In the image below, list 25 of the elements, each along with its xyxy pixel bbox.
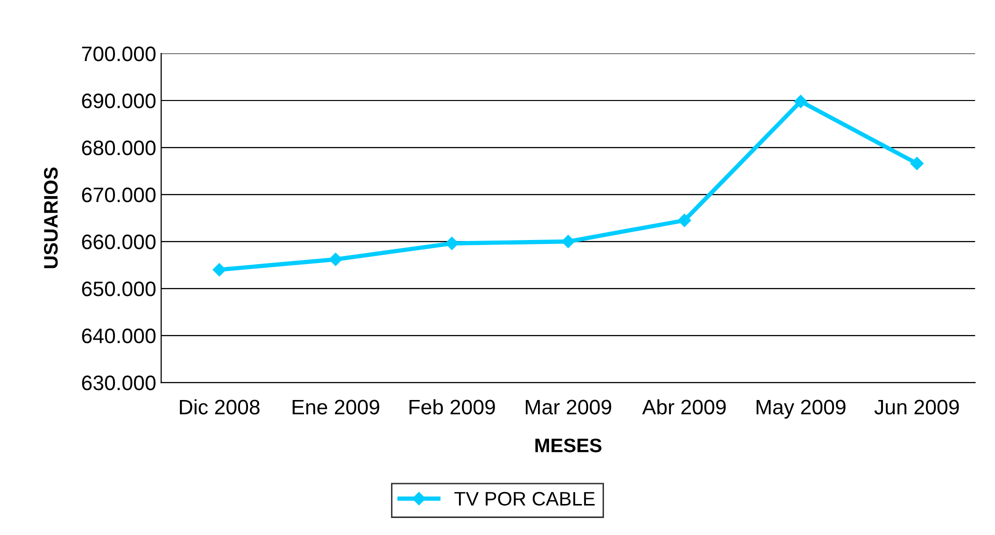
y-tick-label: 690.000 bbox=[82, 94, 156, 108]
y-tick-label: 660.000 bbox=[82, 234, 156, 250]
x-tick-label: Dic 2008 bbox=[180, 399, 260, 414]
y-tick-label: 670.000 bbox=[82, 188, 156, 202]
x-tick-label: Feb 2009 bbox=[410, 399, 495, 414]
point bbox=[445, 236, 458, 250]
point bbox=[212, 263, 226, 276]
y-tick-label: 630.000 bbox=[82, 376, 156, 390]
x-axis-title: MESES bbox=[535, 438, 602, 452]
x-tick-label: Jun 2009 bbox=[874, 400, 959, 414]
point bbox=[794, 94, 808, 108]
point bbox=[562, 234, 575, 248]
y-tick-label: 680.000 bbox=[82, 140, 156, 156]
y-tick-label: 640.000 bbox=[82, 328, 156, 344]
x-tick-label: Mar 2009 bbox=[526, 400, 612, 414]
y-axis-title: USUARIOS bbox=[44, 167, 58, 268]
legend-label: TV POR CABLE bbox=[454, 492, 595, 506]
point bbox=[678, 214, 692, 227]
x-tick-label: Abr 2009 bbox=[642, 399, 726, 414]
point bbox=[329, 252, 342, 266]
y-tick-label: 650.000 bbox=[82, 282, 156, 296]
x-tick-label: May 2009 bbox=[756, 400, 846, 419]
point bbox=[910, 156, 924, 170]
y-tick-label: 700.000 bbox=[82, 46, 156, 62]
x-tick-label: Ene 2009 bbox=[292, 400, 380, 414]
